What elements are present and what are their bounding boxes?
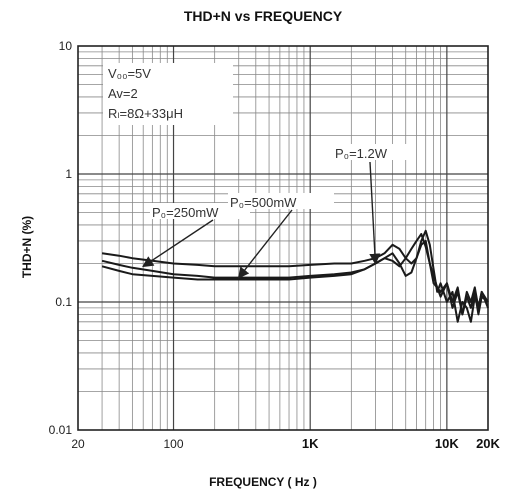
- series-line-1: [101, 233, 489, 316]
- annotation-1-2w: P₀=1.2W: [335, 146, 388, 161]
- condition-gain: Av=2: [108, 86, 138, 101]
- y-axis-label: THD+N (%): [20, 216, 34, 278]
- x-tick-label: 20K: [476, 436, 500, 451]
- y-tick-labels: 10 1 0.1 0.01: [49, 39, 73, 437]
- annotation-250mw: P₀=250mW: [152, 205, 219, 220]
- x-tick-label: 100: [164, 437, 184, 451]
- x-tick-label: 1K: [302, 436, 319, 451]
- plot-frame: [77, 45, 489, 431]
- annotation-bg-1200: [333, 144, 413, 160]
- x-tick-label: 10K: [435, 436, 459, 451]
- arrow-250mw: [142, 219, 214, 268]
- chart-title: THD+N vs FREQUENCY: [184, 8, 343, 24]
- series-lines: [101, 229, 489, 323]
- condition-supply: V₀₀=5V: [108, 66, 151, 81]
- annotation-500mw: P₀=500mW: [230, 195, 297, 210]
- annotation-arrows: [142, 161, 381, 279]
- conditions-background: [103, 63, 233, 125]
- x-tick-label: 20: [71, 437, 85, 451]
- x-axis-label: FREQUENCY ( Hz ): [209, 475, 317, 489]
- power-annotations: P₀=250mW P₀=500mW P₀=1.2W: [150, 144, 413, 220]
- x-tick-labels: 20 100 1K 10K 20K: [71, 436, 500, 451]
- y-tick-label: 10: [59, 39, 73, 53]
- y-tick-label: 1: [65, 167, 72, 181]
- arrow-1-2w: [369, 161, 381, 265]
- conditions-box: V₀₀=5V Av=2 Rₗ=8Ω+33μH: [103, 63, 233, 125]
- y-tick-label: 0.1: [55, 295, 72, 309]
- y-tick-label: 0.01: [49, 423, 73, 437]
- annotation-bg-250: [150, 203, 250, 219]
- series-line-2: [101, 229, 489, 323]
- annotation-bg-500: [228, 193, 334, 209]
- arrow-500mw: [237, 209, 293, 279]
- condition-load: Rₗ=8Ω+33μH: [108, 106, 183, 121]
